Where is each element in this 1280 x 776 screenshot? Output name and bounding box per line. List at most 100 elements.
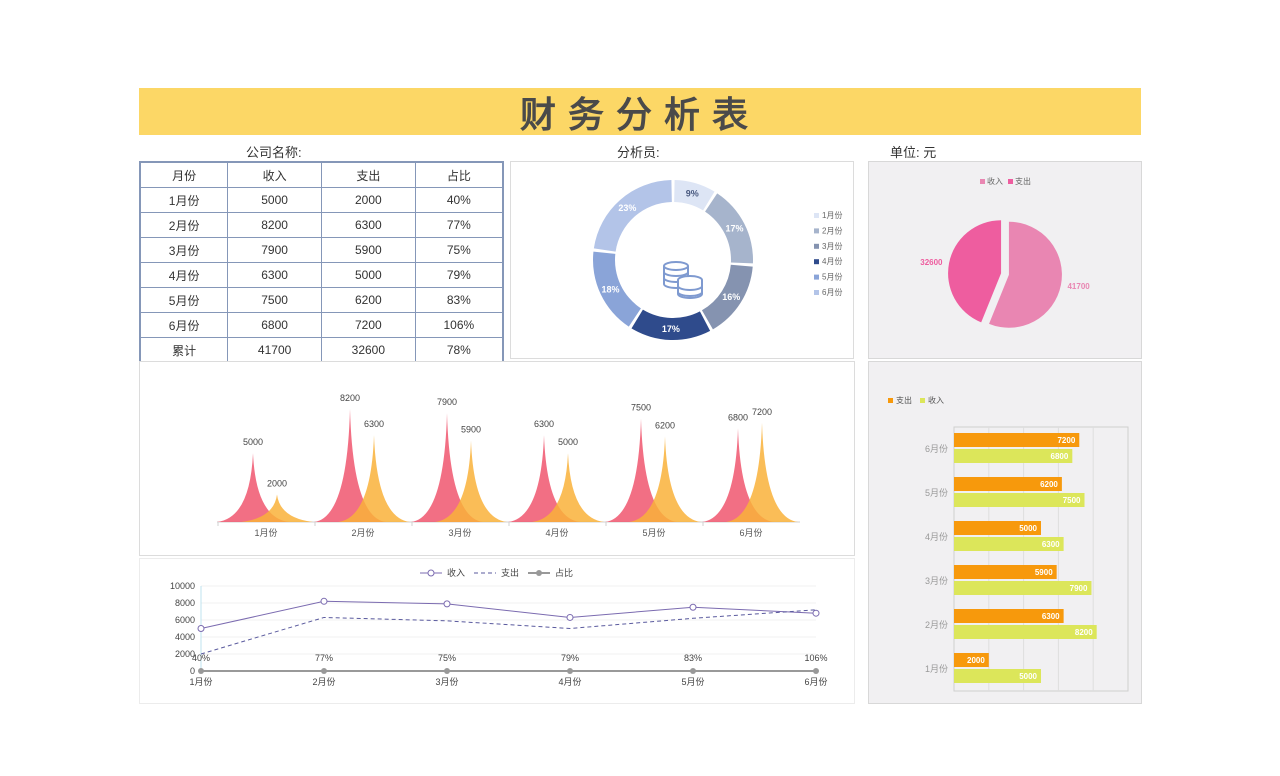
point-ratio — [198, 668, 204, 674]
peak-income — [314, 409, 386, 522]
bar-label: 2000 — [967, 656, 985, 665]
bar-income — [954, 581, 1092, 595]
bar-label: 5900 — [1035, 568, 1053, 577]
y-tick-label: 8000 — [175, 598, 195, 608]
cell-ratio: 79% — [414, 262, 504, 288]
peak-label: 7200 — [752, 407, 772, 417]
cell-month: 4月份 — [139, 262, 229, 288]
hbar-chart: 2000 5000 1月份 6300 8200 2月份 5900 7900 3月份 5000 630… — [888, 395, 1129, 692]
legend-swatch — [814, 290, 819, 295]
donut-slice-1 — [674, 180, 715, 211]
cell-expense: 7200 — [320, 312, 416, 338]
legend-label: 2月份 — [822, 225, 842, 235]
legend-swatch — [1008, 179, 1013, 184]
peak-label: 6300 — [534, 419, 554, 429]
bar-label: 6300 — [1042, 540, 1060, 549]
cell-expense: 5900 — [320, 237, 416, 263]
ratio-label: 79% — [561, 653, 579, 663]
bar-expense — [954, 609, 1064, 623]
bar-label: 5000 — [1019, 672, 1037, 681]
x-tick-label: 6月份 — [739, 527, 762, 538]
legend-label: 3月份 — [822, 241, 842, 251]
legend-label: 6月份 — [822, 287, 842, 297]
coins-icon — [663, 261, 703, 299]
cell-expense: 6300 — [320, 212, 416, 238]
y-tick-label: 3月份 — [925, 575, 948, 586]
donut-slice-5 — [593, 251, 641, 327]
y-tick-label: 5月份 — [925, 487, 948, 498]
ratio-label: 40% — [192, 653, 210, 663]
x-tick-label: 1月份 — [254, 527, 277, 538]
bar-expense — [954, 433, 1080, 447]
legend-swatch — [888, 398, 893, 403]
cell-month: 5月份 — [139, 287, 229, 313]
peak-label: 5000 — [243, 437, 263, 447]
legend-label: 占比 — [555, 567, 573, 578]
legend-label: 4月份 — [822, 256, 842, 266]
cell-income: 8200 — [227, 212, 322, 238]
legend-swatch — [920, 398, 925, 403]
cell-month: 1月份 — [139, 187, 229, 213]
point-income — [812, 609, 820, 617]
cell-ratio: 83% — [414, 287, 504, 313]
bar-expense — [954, 653, 989, 667]
unit-label: 单位: 元 — [890, 145, 937, 160]
cell-expense: 2000 — [320, 187, 416, 213]
cell-expense: 32600 — [320, 337, 416, 364]
legend-label: 1月份 — [822, 210, 842, 220]
pie-label: 41700 — [1067, 282, 1090, 291]
legend-marker — [536, 570, 542, 576]
donut-label: 18% — [602, 284, 620, 294]
table-total-row: 累计 41700 32600 78% — [139, 337, 504, 364]
header-expense: 支出 — [320, 161, 416, 188]
peak-label: 2000 — [267, 478, 287, 488]
legend-swatch — [814, 243, 819, 249]
peak-income — [217, 453, 289, 522]
cell-income: 7900 — [227, 237, 322, 263]
peak-expense — [338, 435, 410, 522]
legend-marker — [427, 569, 435, 577]
table-row: 6月份 6800 7200 106% — [139, 312, 504, 338]
cell-month: 6月份 — [139, 312, 229, 338]
legend-swatch — [980, 179, 985, 184]
table-row: 4月份 6300 5000 79% — [139, 262, 504, 288]
peak-label: 5900 — [461, 425, 481, 435]
cell-month: 3月份 — [139, 237, 229, 263]
donut-label: 17% — [662, 324, 680, 334]
point-income — [566, 613, 574, 621]
cell-ratio: 78% — [414, 337, 504, 364]
cell-income: 5000 — [227, 187, 322, 213]
cell-expense: 5000 — [320, 262, 416, 288]
bar-expense — [954, 477, 1062, 491]
series-line-income — [200, 600, 817, 629]
cell-month: 2月份 — [139, 212, 229, 238]
bar-income — [954, 537, 1064, 551]
point-income — [689, 603, 697, 611]
donut-slice-4 — [631, 309, 711, 340]
x-tick-label: 4月份 — [558, 676, 581, 687]
donut-chart: 9% 17% 16% 17% 18% 23% 1月份 2月份 3月份 4月份 5月份 6月份 — [593, 180, 842, 340]
y-tick-label: 2月份 — [925, 619, 948, 630]
finance-table: 月份 收入 支出 占比 1月份 5000 2000 40% 2月份 8200 6… — [139, 161, 504, 364]
x-tick-label: 2月份 — [312, 676, 335, 687]
peak-label: 6800 — [728, 412, 748, 422]
x-tick-label: 3月份 — [448, 527, 471, 538]
legend-label: 支出 — [896, 395, 912, 405]
cell-income: 41700 — [227, 337, 322, 364]
table-header-row: 月份 收入 支出 占比 — [139, 161, 504, 188]
bar-label: 7900 — [1070, 584, 1088, 593]
y-tick-label: 4000 — [175, 632, 195, 642]
bar-income — [954, 493, 1085, 507]
legend-swatch — [814, 228, 819, 234]
legend-swatch — [814, 259, 819, 265]
peak-expense — [241, 494, 313, 522]
donut-slice-6 — [593, 180, 672, 252]
bar-label: 5000 — [1019, 524, 1037, 533]
bar-label: 8200 — [1075, 628, 1093, 637]
peak-expense — [435, 440, 507, 522]
x-tick-label: 4月份 — [545, 527, 568, 538]
bar-label: 7500 — [1063, 496, 1081, 505]
legend-label: 支出 — [1015, 176, 1031, 186]
point-ratio — [321, 668, 327, 674]
peak-label: 6200 — [655, 421, 675, 431]
